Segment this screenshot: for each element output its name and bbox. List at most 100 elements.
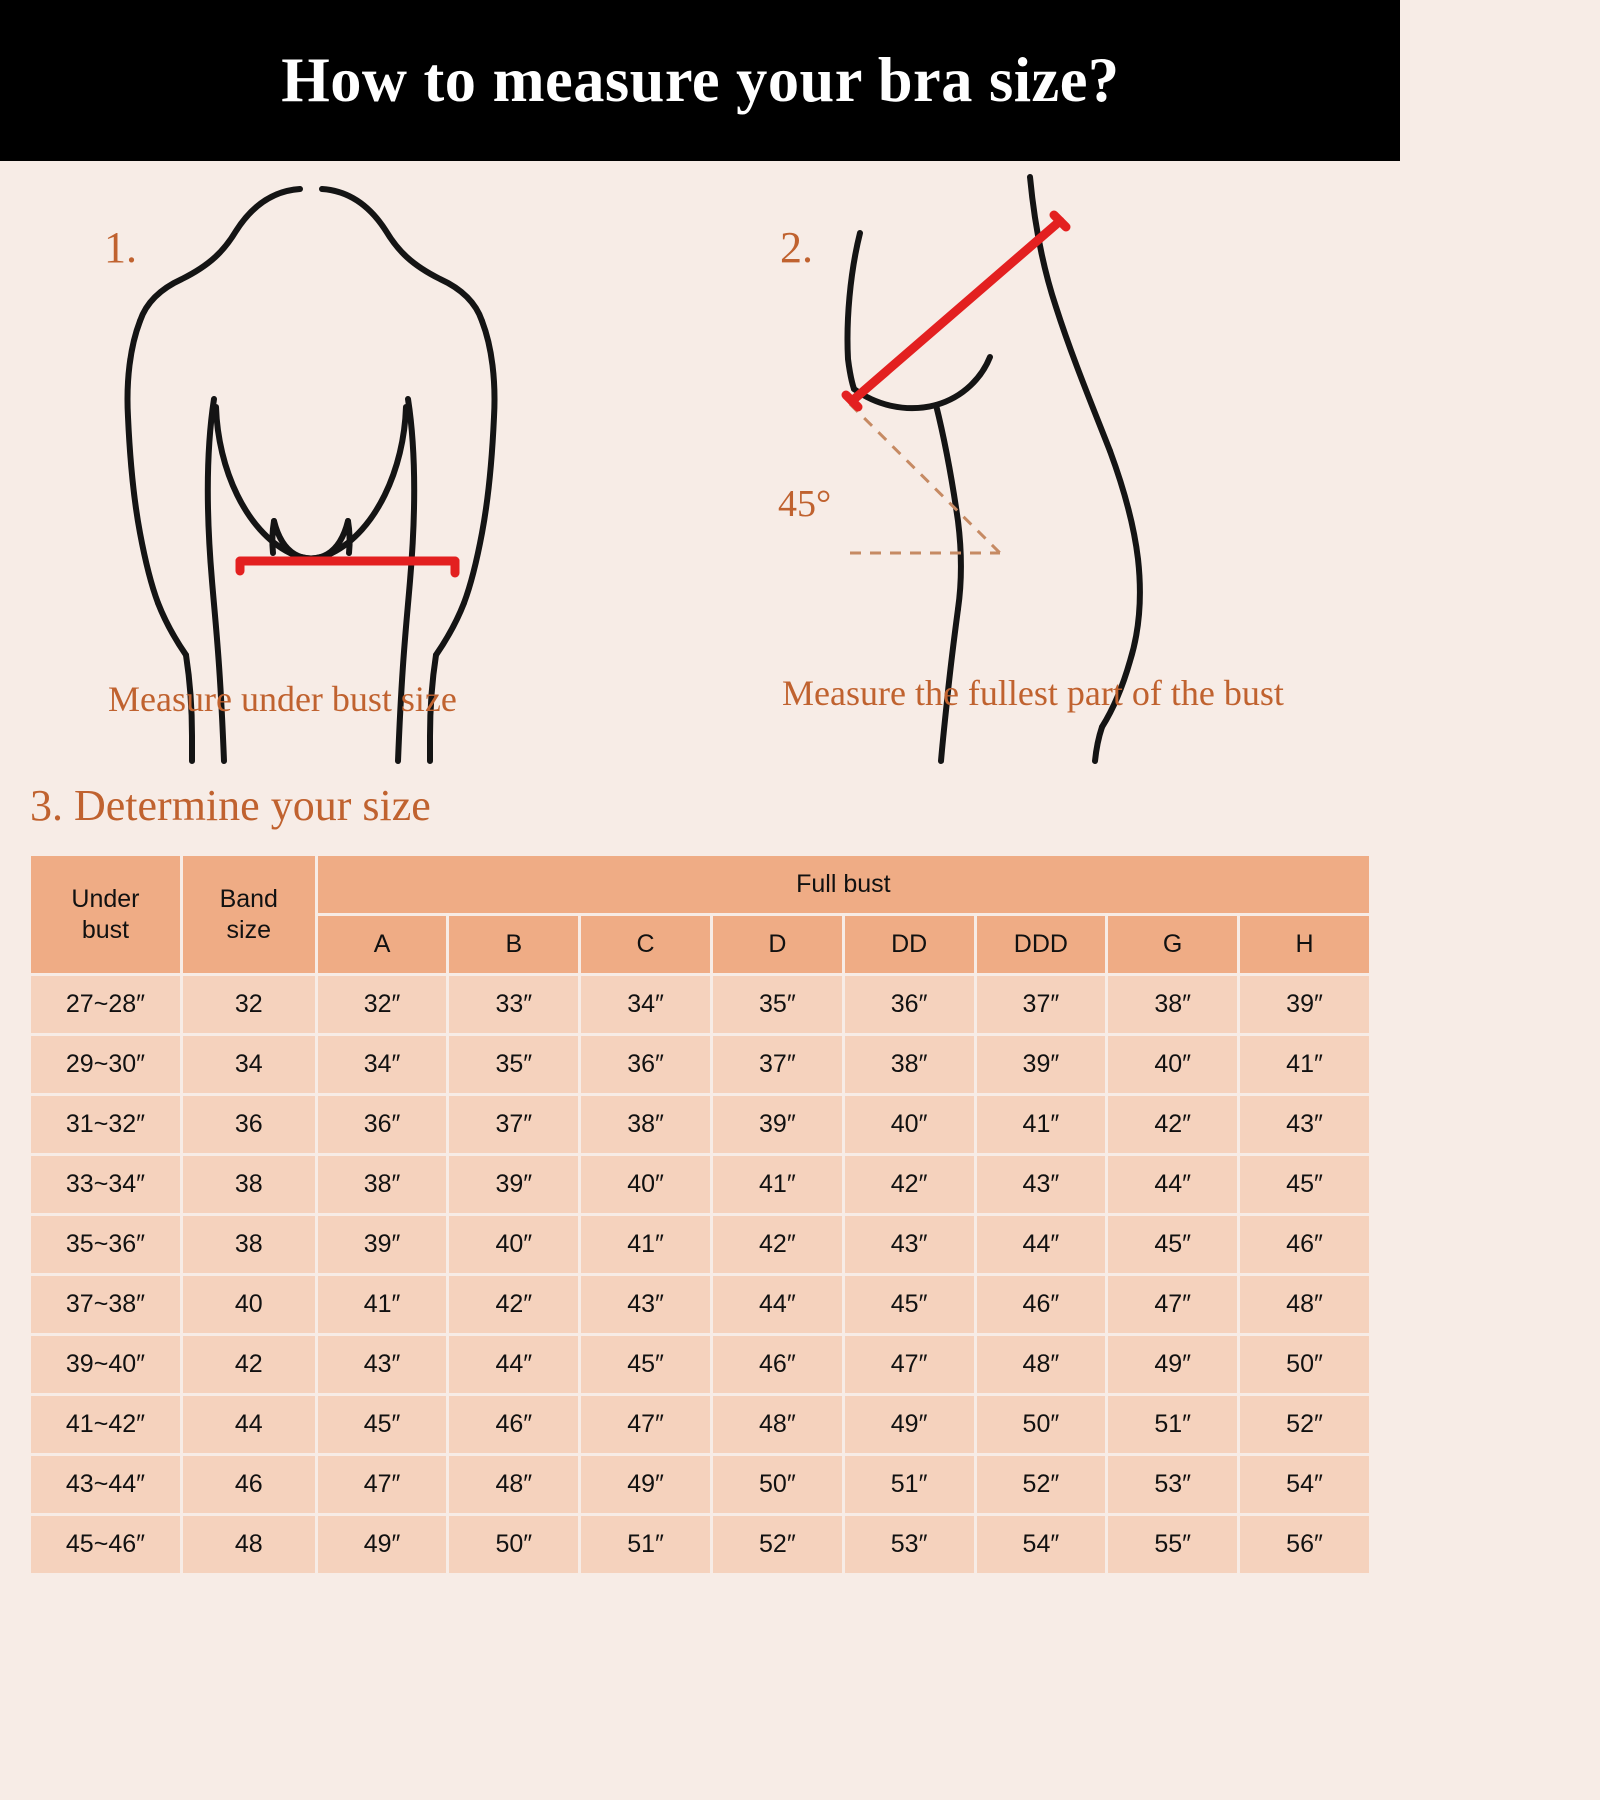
cell-full-bust: 47″: [844, 1336, 974, 1393]
cell-full-bust: 45″: [581, 1336, 710, 1393]
cell-full-bust: 51″: [1108, 1396, 1238, 1453]
cell-full-bust: 49″: [1108, 1336, 1238, 1393]
table-row: 31~32″ 36 36″ 37″ 38″ 39″ 40″ 41″ 42″ 43″: [31, 1096, 1369, 1153]
cell-full-bust: 46″: [976, 1276, 1106, 1333]
cell-full-bust: 44″: [449, 1336, 579, 1393]
table-header-row-1: Under bust Band size Full bust: [31, 856, 1369, 973]
cell-under-bust: 45~46″: [31, 1516, 180, 1573]
cell-full-bust: 40″: [449, 1216, 579, 1273]
cell-full-bust: 37″: [976, 976, 1106, 1033]
cell-full-bust: 42″: [1108, 1096, 1238, 1153]
cell-under-bust: 43~44″: [31, 1456, 180, 1513]
cell-under-bust: 27~28″: [31, 976, 180, 1033]
step-2-caption: Measure the fullest part of the bust: [782, 673, 1284, 713]
step-1-caption: Measure under bust size: [108, 679, 457, 719]
cell-full-bust: 45″: [317, 1396, 447, 1453]
cell-under-bust: 29~30″: [31, 1036, 180, 1093]
cell-full-bust: 38″: [317, 1156, 447, 1213]
table-row: 37~38″ 40 41″ 42″ 43″ 44″ 45″ 46″ 47″ 48″: [31, 1276, 1369, 1333]
cell-full-bust: 44″: [712, 1276, 842, 1333]
cell-full-bust: 41″: [712, 1156, 842, 1213]
header-cup-d: D: [712, 916, 842, 973]
cell-full-bust: 43″: [844, 1216, 974, 1273]
section-3-heading: 3. Determine your size: [30, 781, 431, 830]
step-1-number: 1.: [104, 223, 137, 272]
cell-full-bust: 48″: [449, 1456, 579, 1513]
cell-under-bust: 37~38″: [31, 1276, 180, 1333]
cell-full-bust: 39″: [1240, 976, 1369, 1033]
cell-full-bust: 50″: [449, 1516, 579, 1573]
cell-full-bust: 44″: [976, 1216, 1106, 1273]
cell-full-bust: 40″: [581, 1156, 710, 1213]
diagram-step-1: 1.: [0, 161, 700, 771]
cell-full-bust: 51″: [844, 1456, 974, 1513]
cell-full-bust: 41″: [317, 1276, 447, 1333]
cell-full-bust: 45″: [1108, 1216, 1238, 1273]
cell-full-bust: 48″: [976, 1336, 1106, 1393]
cell-under-bust: 41~42″: [31, 1396, 180, 1453]
cell-full-bust: 44″: [1108, 1156, 1238, 1213]
under-bust-measure-line: [235, 556, 460, 578]
cell-band-size: 42: [182, 1336, 315, 1393]
table-row: 39~40″ 42 43″ 44″ 45″ 46″ 47″ 48″ 49″ 50″: [31, 1336, 1369, 1393]
cell-full-bust: 34″: [581, 976, 710, 1033]
header-band-size-line1: Band: [219, 885, 278, 913]
cell-full-bust: 38″: [844, 1036, 974, 1093]
cell-full-bust: 40″: [1108, 1036, 1238, 1093]
cell-full-bust: 55″: [1108, 1516, 1238, 1573]
cell-full-bust: 51″: [581, 1516, 710, 1573]
header-cup-b: B: [449, 916, 579, 973]
header-cup-h: H: [1240, 916, 1369, 973]
table-row: 35~36″ 38 39″ 40″ 41″ 42″ 43″ 44″ 45″ 46″: [31, 1216, 1369, 1273]
cell-full-bust: 42″: [712, 1216, 842, 1273]
size-table-wrapper: Under bust Band size Full bust A B C D D…: [28, 853, 1372, 1576]
cell-full-bust: 49″: [581, 1456, 710, 1513]
cell-band-size: 38: [182, 1216, 315, 1273]
cell-band-size: 34: [182, 1036, 315, 1093]
cell-full-bust: 43″: [581, 1276, 710, 1333]
cell-full-bust: 38″: [1108, 976, 1238, 1033]
cell-band-size: 48: [182, 1516, 315, 1573]
cell-full-bust: 37″: [712, 1036, 842, 1093]
cell-band-size: 46: [182, 1456, 315, 1513]
cell-full-bust: 46″: [449, 1396, 579, 1453]
header-cup-a: A: [317, 916, 447, 973]
bra-size-table: Under bust Band size Full bust A B C D D…: [28, 853, 1372, 1576]
header-cup-dd: DD: [844, 916, 974, 973]
diagram-step-2: 2.: [700, 161, 1400, 771]
cell-full-bust: 50″: [712, 1456, 842, 1513]
cell-under-bust: 31~32″: [31, 1096, 180, 1153]
table-row: 45~46″ 48 49″ 50″ 51″ 52″ 53″ 54″ 55″ 56″: [31, 1516, 1369, 1573]
table-row: 27~28″ 32 32″ 33″ 34″ 35″ 36″ 37″ 38″ 39″: [31, 976, 1369, 1033]
cell-full-bust: 35″: [449, 1036, 579, 1093]
header-full-bust-group: Full bust: [317, 856, 1369, 913]
cell-full-bust: 46″: [712, 1336, 842, 1393]
header-band-size-line2: size: [226, 915, 272, 944]
table-body: 27~28″ 32 32″ 33″ 34″ 35″ 36″ 37″ 38″ 39″ 29~30″ 34…: [31, 976, 1369, 1573]
cell-band-size: 40: [182, 1276, 315, 1333]
cell-full-bust: 41″: [581, 1216, 710, 1273]
table-row: 43~44″ 46 47″ 48″ 49″ 50″ 51″ 52″ 53″ 54″: [31, 1456, 1369, 1513]
cell-full-bust: 43″: [317, 1336, 447, 1393]
cell-full-bust: 56″: [1240, 1516, 1369, 1573]
cell-full-bust: 32″: [317, 976, 447, 1033]
cell-full-bust: 43″: [1240, 1096, 1369, 1153]
cell-full-bust: 40″: [844, 1096, 974, 1153]
cell-band-size: 44: [182, 1396, 315, 1453]
cell-full-bust: 41″: [1240, 1036, 1369, 1093]
cell-full-bust: 38″: [581, 1096, 710, 1153]
header-band-size: Band size: [182, 856, 315, 973]
cell-full-bust: 48″: [712, 1396, 842, 1453]
cell-full-bust: 39″: [976, 1036, 1106, 1093]
table-head: Under bust Band size Full bust A B C D D…: [31, 856, 1369, 973]
table-header-row-2: A B C D DD DDD G H: [31, 916, 1369, 973]
header-under-bust-line2: bust: [81, 915, 130, 944]
cell-full-bust: 52″: [976, 1456, 1106, 1513]
cell-under-bust: 33~34″: [31, 1156, 180, 1213]
cell-band-size: 38: [182, 1156, 315, 1213]
cell-full-bust: 53″: [1108, 1456, 1238, 1513]
table-row: 41~42″ 44 45″ 46″ 47″ 48″ 49″ 50″ 51″ 52″: [31, 1396, 1369, 1453]
cell-full-bust: 41″: [976, 1096, 1106, 1153]
side-profile-illustration: 45°: [700, 161, 1400, 776]
full-bust-measure-line: [841, 210, 1071, 412]
